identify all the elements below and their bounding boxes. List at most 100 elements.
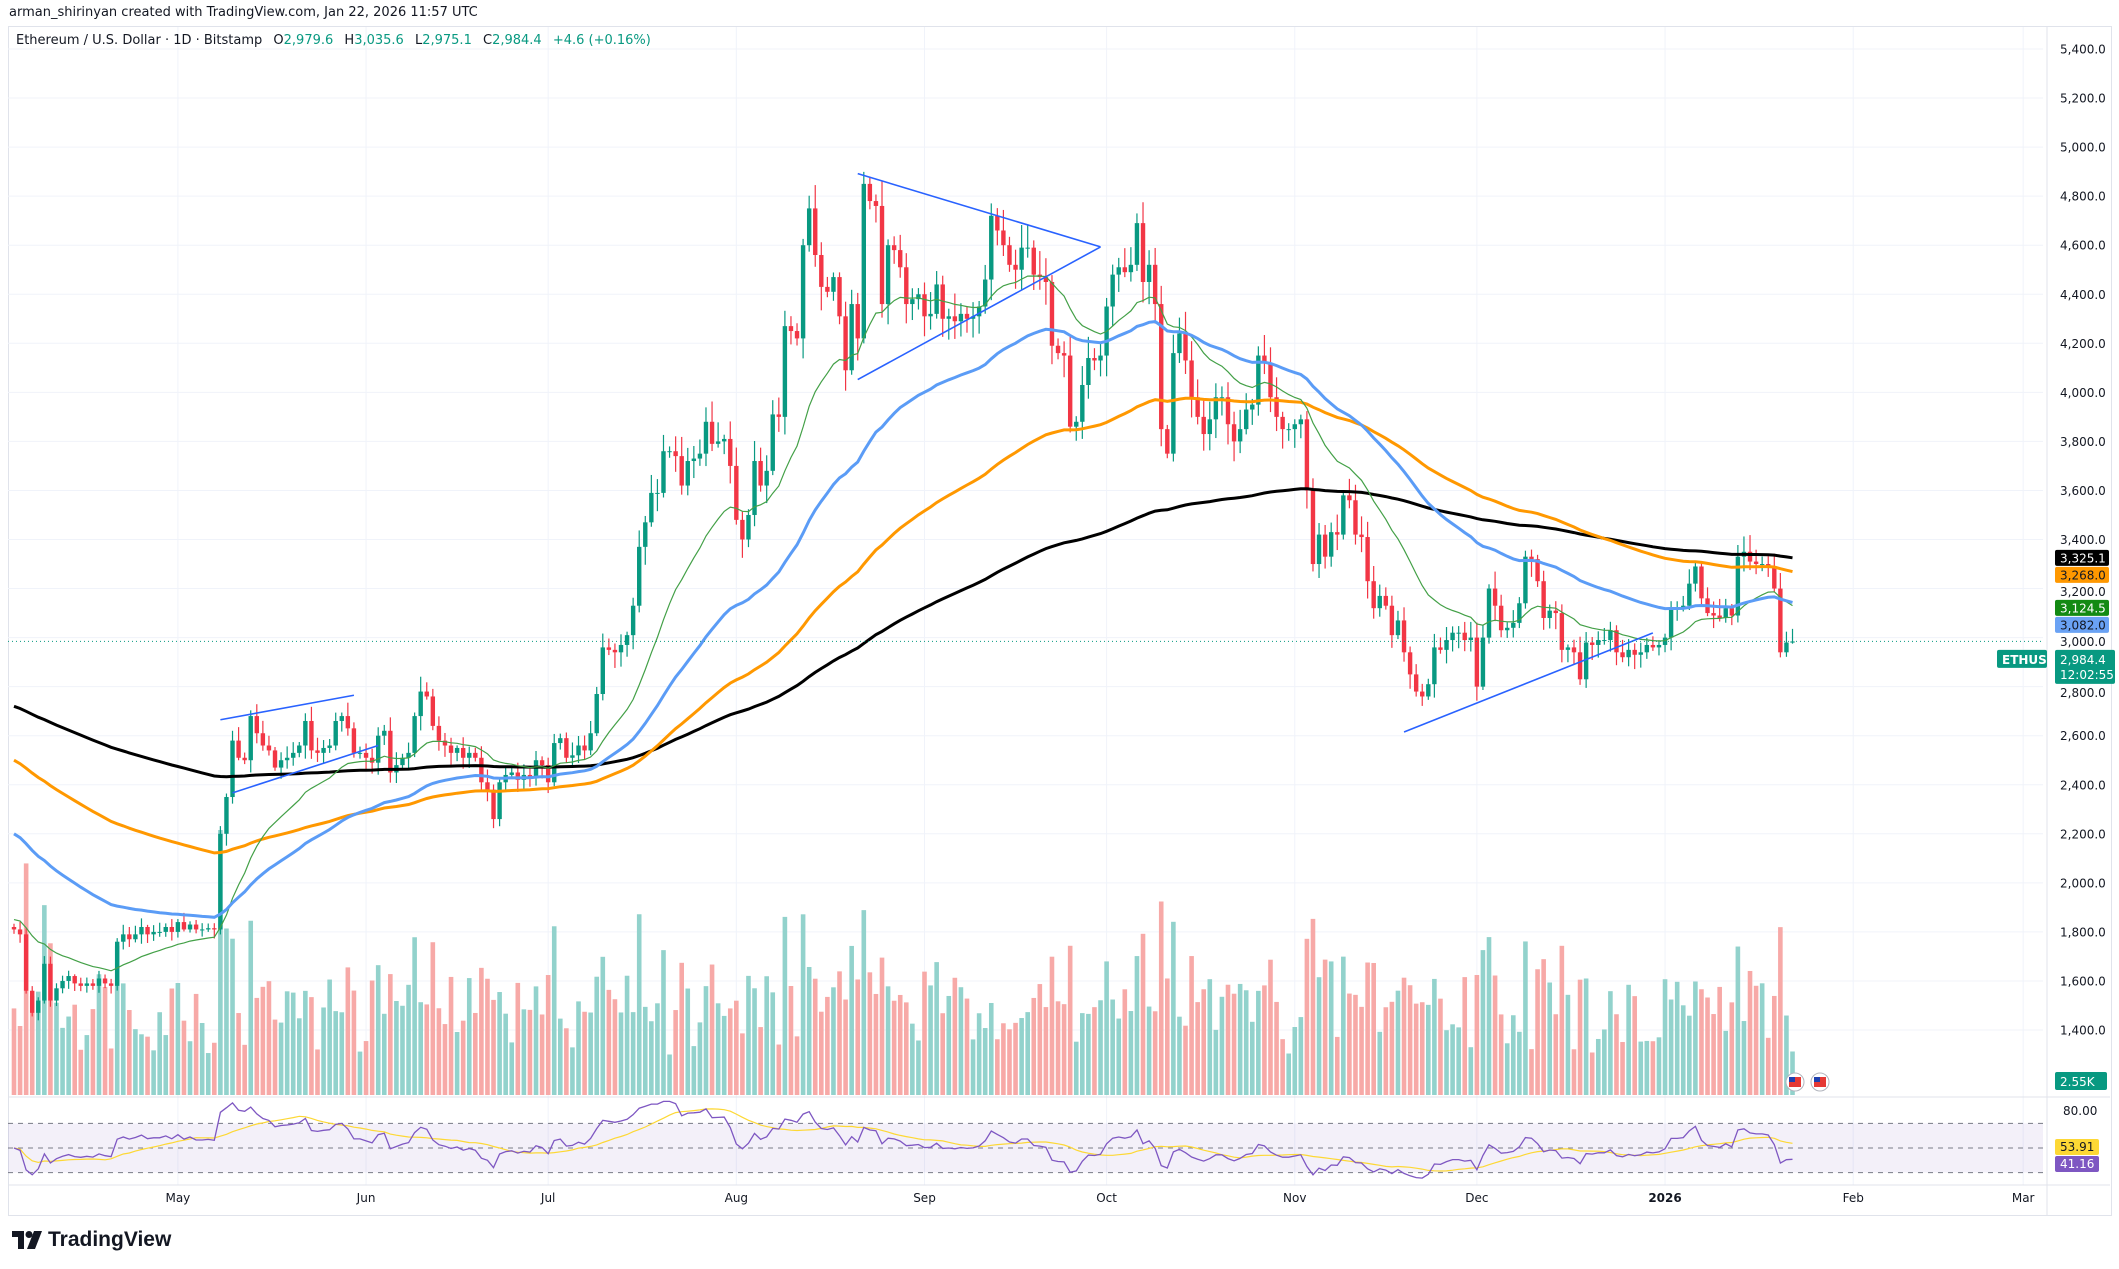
candle[interactable] (1116, 257, 1121, 292)
candle[interactable] (1596, 631, 1601, 658)
candle[interactable] (679, 436, 684, 495)
candle[interactable] (582, 735, 587, 760)
candle[interactable] (734, 447, 739, 525)
candle[interactable] (1262, 335, 1267, 375)
candle[interactable] (169, 919, 175, 941)
candle[interactable] (96, 970, 102, 993)
candle[interactable] (667, 446, 672, 458)
candle[interactable] (1201, 400, 1206, 451)
candle[interactable] (1292, 419, 1297, 448)
candle[interactable] (1207, 401, 1212, 451)
trendline[interactable] (857, 246, 1101, 381)
candle[interactable] (218, 826, 223, 935)
trendline[interactable] (857, 172, 1101, 248)
candle[interactable] (1723, 598, 1728, 623)
candle[interactable] (436, 716, 442, 751)
candle[interactable] (1565, 644, 1571, 663)
candle[interactable] (72, 974, 77, 991)
candle[interactable] (624, 631, 630, 657)
price-axis[interactable]: 5,400.0 5,200.0 5,000.0 4,800.0 4,600.0 4,400… (1997, 43, 2115, 1038)
symbol-tag[interactable] (1997, 649, 2047, 668)
candle[interactable] (1687, 569, 1692, 610)
candle[interactable] (728, 421, 733, 484)
candle[interactable] (916, 288, 921, 310)
rsi-ma-line[interactable] (13, 1108, 1793, 1172)
candle[interactable] (904, 253, 909, 324)
candle[interactable] (1505, 622, 1510, 638)
candle[interactable] (163, 923, 168, 937)
candle[interactable] (418, 676, 423, 731)
candle[interactable] (825, 276, 830, 298)
candle[interactable] (345, 702, 351, 736)
candle[interactable] (879, 181, 885, 318)
candle[interactable] (266, 735, 272, 756)
candle[interactable] (746, 509, 751, 548)
candle[interactable] (309, 706, 314, 759)
candle[interactable] (661, 434, 666, 498)
candle[interactable] (709, 401, 715, 452)
candle[interactable] (260, 720, 266, 751)
candle[interactable] (1407, 646, 1413, 689)
candle[interactable] (448, 737, 454, 765)
candle[interactable] (1110, 264, 1115, 327)
candle[interactable] (1638, 642, 1643, 668)
candle[interactable] (1486, 584, 1492, 644)
ema200-line[interactable] (13, 487, 1793, 779)
candle[interactable] (66, 970, 71, 989)
candle[interactable] (254, 704, 259, 744)
candle[interactable] (637, 530, 642, 613)
candle[interactable] (1772, 553, 1777, 592)
candle[interactable] (1717, 598, 1722, 622)
candle[interactable] (145, 924, 150, 943)
ema100-line[interactable] (13, 396, 1793, 855)
candle[interactable] (1316, 523, 1322, 578)
candle[interactable] (831, 272, 836, 301)
candle[interactable] (946, 308, 951, 340)
candle[interactable] (1656, 640, 1662, 656)
candle[interactable] (1122, 248, 1128, 278)
trendline[interactable] (1403, 632, 1654, 733)
candle[interactable] (406, 742, 411, 770)
candle[interactable] (1322, 524, 1328, 569)
candle[interactable] (1061, 341, 1067, 378)
candle[interactable] (1420, 683, 1425, 706)
candle[interactable] (1553, 601, 1558, 630)
candle[interactable] (473, 747, 478, 762)
ema50-line[interactable] (13, 320, 1793, 919)
candle[interactable] (1608, 621, 1613, 652)
candle[interactable] (23, 928, 29, 994)
candle[interactable] (382, 724, 387, 745)
candle[interactable] (819, 242, 824, 311)
candle[interactable] (1165, 424, 1170, 459)
candle[interactable] (1237, 409, 1243, 454)
candle[interactable] (1134, 213, 1140, 271)
candle[interactable] (1037, 251, 1043, 290)
candle[interactable] (479, 746, 484, 792)
candle[interactable] (1377, 584, 1382, 617)
candle[interactable] (1274, 377, 1279, 432)
candle[interactable] (764, 455, 769, 504)
candle[interactable] (1784, 631, 1789, 657)
candle[interactable] (1231, 411, 1237, 462)
candle[interactable] (618, 634, 624, 667)
time-axis[interactable]: May Jun Jul Aug Sep Oct Nov Dec 2026 Feb Mar (165, 1191, 2034, 1205)
candle[interactable] (1492, 571, 1498, 622)
candle[interactable] (1031, 240, 1036, 290)
candle[interactable] (206, 923, 211, 932)
candle[interactable] (600, 633, 605, 701)
candle[interactable] (133, 925, 138, 943)
candle[interactable] (1049, 275, 1055, 365)
candle[interactable] (1347, 478, 1352, 509)
candle[interactable] (327, 739, 332, 753)
candle[interactable] (121, 924, 126, 950)
candle[interactable] (1086, 336, 1091, 399)
candle[interactable] (794, 323, 800, 346)
candle[interactable] (715, 422, 721, 448)
tradingview-logo[interactable]: TradingView (12, 1228, 171, 1252)
candle[interactable] (630, 597, 636, 650)
candle[interactable] (127, 926, 132, 947)
candle[interactable] (1213, 383, 1219, 439)
candle[interactable] (333, 712, 338, 751)
candle[interactable] (1693, 560, 1698, 592)
